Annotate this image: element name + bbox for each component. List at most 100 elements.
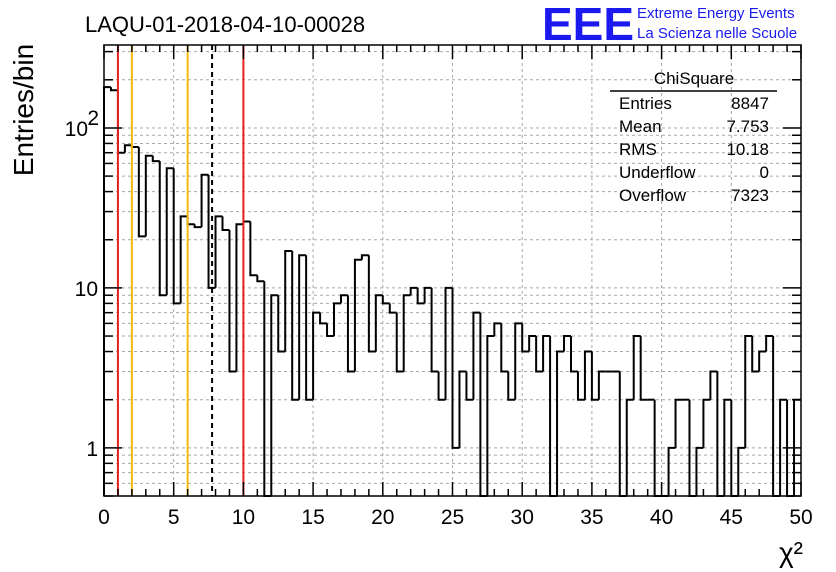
histogram-bin — [751, 336, 760, 373]
histogram-bin — [103, 86, 111, 496]
x-tick-label: 15 — [301, 506, 324, 529]
histogram-bin — [395, 312, 404, 373]
x-tick-label: 30 — [511, 506, 534, 529]
histogram-bin — [493, 322, 502, 337]
stats-value: 7.753 — [726, 117, 769, 136]
histogram-bin — [514, 322, 523, 400]
histogram-bin — [305, 255, 314, 401]
histogram-bin — [158, 161, 167, 297]
histogram-bin — [388, 303, 397, 314]
histogram-bin — [695, 446, 704, 496]
y-tick-exponent: 2 — [87, 107, 99, 130]
stats-label: RMS — [619, 140, 657, 159]
histogram-bin — [479, 312, 488, 497]
histogram-bin — [716, 371, 725, 497]
histogram-bin — [346, 295, 355, 373]
histogram-bin — [744, 335, 753, 448]
histogram-bin — [472, 311, 481, 400]
histogram-bin — [193, 224, 202, 229]
x-tick-label: 45 — [720, 506, 743, 529]
histogram-bin — [381, 295, 390, 305]
x-tick-label: 50 — [789, 506, 812, 529]
histogram-bin — [367, 255, 376, 353]
histogram-bin — [221, 216, 230, 232]
histogram-bin — [416, 287, 425, 305]
histogram-bin — [618, 371, 627, 497]
histogram-bin — [151, 155, 160, 163]
histogram-bin — [500, 323, 509, 373]
histogram-bin — [528, 335, 537, 352]
histogram-bin — [200, 173, 209, 228]
stats-label: Entries — [619, 94, 672, 113]
histogram-bin — [779, 398, 788, 496]
histogram-bin — [542, 335, 551, 372]
histogram-bin — [409, 286, 418, 296]
logo-line-1: Extreme Energy Events — [637, 5, 795, 22]
x-tick-label: 0 — [98, 506, 110, 529]
stats-value: 8847 — [731, 94, 769, 113]
histogram-bin — [549, 336, 558, 497]
histogram-bin — [563, 335, 571, 352]
x-tick-label: 25 — [441, 506, 464, 529]
x-tick-label: 35 — [580, 506, 603, 529]
histogram-bin — [597, 370, 606, 400]
histogram-bin — [235, 223, 244, 372]
x-tick-label: 5 — [168, 506, 180, 529]
histogram-bin — [249, 221, 258, 277]
histogram-bin — [535, 336, 544, 373]
chart-title: LAQU-01-2018-04-10-00028 — [85, 12, 365, 37]
histogram-bin — [458, 370, 467, 448]
histogram-bin — [144, 154, 153, 237]
histogram-bin — [298, 254, 307, 400]
stats-label: Underflow — [619, 163, 696, 182]
y-tick-label: 10 — [75, 278, 98, 301]
histogram-bin — [374, 294, 383, 352]
histogram-bin — [130, 145, 139, 149]
histogram-bin — [312, 311, 321, 400]
histogram-bin — [486, 335, 495, 496]
histogram-bin — [451, 287, 460, 449]
stats-label: Mean — [619, 117, 662, 136]
histogram-bin — [207, 174, 216, 289]
stats-value: 7323 — [731, 186, 769, 205]
histogram-bin — [291, 251, 300, 401]
histogram-bin — [583, 350, 592, 400]
histogram-bin — [319, 312, 328, 325]
histogram-bin — [326, 323, 335, 338]
histogram-bin — [709, 370, 718, 400]
histogram-bin — [277, 295, 286, 353]
histogram-bin — [765, 335, 774, 352]
histogram-bin — [625, 398, 634, 496]
histogram-bin — [437, 371, 446, 401]
histogram-bin — [737, 446, 746, 496]
logo-line-2: La Scienza nelle Scuole — [637, 25, 797, 42]
marker-lines — [116, 45, 245, 496]
histogram-bin — [772, 336, 781, 497]
y-tick-label: 1 — [86, 438, 98, 461]
stats-label: Overflow — [619, 186, 687, 205]
histogram-bin — [172, 168, 181, 305]
histogram-bin — [674, 398, 683, 448]
histogram-bin — [569, 336, 578, 373]
stats-title: ChiSquare — [654, 69, 734, 88]
histogram-bin — [758, 350, 767, 372]
histogram-bin — [353, 258, 362, 372]
histogram-bin — [214, 215, 223, 288]
histogram-bin — [556, 350, 565, 496]
histogram-bin — [702, 398, 711, 448]
histogram-bin — [723, 398, 732, 496]
histogram-bin — [667, 446, 676, 496]
histogram-bin — [430, 287, 439, 373]
histogram — [103, 86, 801, 497]
histogram-bin — [137, 147, 146, 238]
histogram-bin — [270, 294, 279, 496]
x-tick-label: 40 — [650, 506, 673, 529]
histogram-bin — [465, 371, 474, 401]
histogram-bin — [521, 323, 530, 353]
histogram-bin — [576, 371, 585, 401]
histogram-bin — [590, 351, 599, 401]
stats-value: 0 — [760, 163, 769, 182]
histogram-bin — [507, 371, 516, 401]
x-axis-label: χ² — [779, 537, 803, 568]
